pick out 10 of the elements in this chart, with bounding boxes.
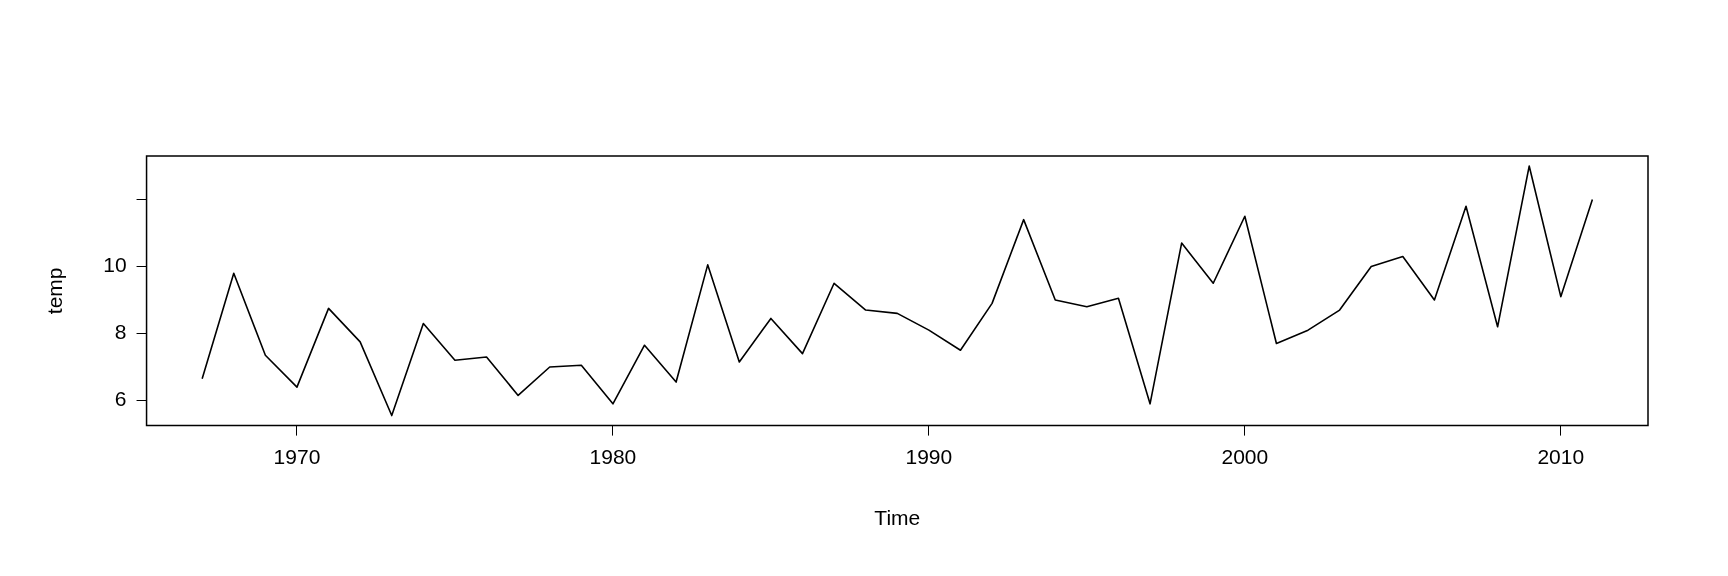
x-tick-label: 2000 — [1221, 445, 1269, 468]
x-tick-label: 2010 — [1537, 445, 1585, 468]
y-tick-label: 6 — [114, 387, 127, 411]
y-tick-label: 8 — [114, 320, 127, 344]
y-tick-label: 10 — [103, 253, 127, 277]
x-axis-title: Time — [874, 506, 921, 530]
x-tick-label: 1980 — [589, 445, 637, 468]
y-axis-title: temp — [43, 267, 67, 315]
x-tick-label: 1990 — [905, 445, 953, 468]
x-tick-label: 1970 — [273, 445, 321, 468]
